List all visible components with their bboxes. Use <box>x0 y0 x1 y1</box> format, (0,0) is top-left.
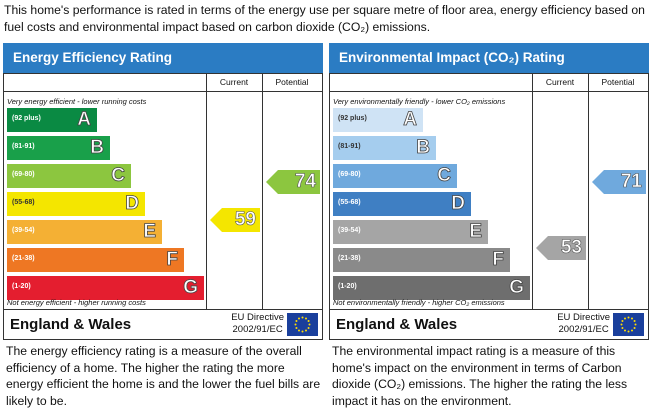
environment-top-caption: Very environmentally friendly - lower CO… <box>333 97 506 106</box>
rating-band-c: (69-80) C <box>333 164 457 188</box>
rating-band-a: (92 plus) A <box>333 108 423 132</box>
energy-footer: England & Wales EU Directive 2002/91/EC <box>3 310 323 340</box>
eu-directive-line1: EU Directive <box>231 312 284 323</box>
environment-current-header: Current <box>545 77 575 87</box>
energy-panel-title: Energy Efficiency Rating <box>3 43 323 73</box>
energy-region-label: England & Wales <box>10 316 132 333</box>
energy-potential-rating-arrow: 74 <box>266 170 320 194</box>
environment-footer: England & Wales EU Directive 2002/91/EC <box>329 310 649 340</box>
band-letter: B <box>416 137 431 159</box>
band-letter: D <box>125 193 140 215</box>
eu-directive-line2: 2002/91/EC <box>232 324 283 335</box>
band-range-label: (39-54) <box>338 227 361 234</box>
band-range-label: (21-38) <box>12 255 35 262</box>
eu-directive-line1: EU Directive <box>557 312 610 323</box>
environment-eu-directive: EU Directive 2002/91/EC <box>557 312 610 336</box>
band-letter: E <box>143 221 156 243</box>
environment-potential-header: Potential <box>601 77 635 87</box>
band-range-label: (39-54) <box>12 227 35 234</box>
rating-band-d: (55-68) D <box>333 192 471 216</box>
energy-efficiency-panel: Energy Efficiency Rating Current Potenti… <box>3 43 323 340</box>
eu-directive-line2: 2002/91/EC <box>558 324 609 335</box>
eu-flag-icon <box>287 313 318 336</box>
rating-band-e: (39-54) E <box>7 220 162 244</box>
rating-band-c: (69-80) C <box>7 164 131 188</box>
band-letter: G <box>509 277 525 299</box>
band-range-label: (69-80) <box>338 171 361 178</box>
band-range-label: (55-68) <box>12 199 35 206</box>
band-range-label: (69-80) <box>12 171 35 178</box>
band-letter: A <box>77 109 92 131</box>
band-range-label: (1-20) <box>338 283 357 290</box>
environment-description: The environmental impact rating is a mea… <box>332 344 628 408</box>
energy-top-caption: Very energy efficient - lower running co… <box>7 97 147 106</box>
band-range-label: (55-68) <box>338 199 361 206</box>
band-letter: C <box>111 165 126 187</box>
environmental-impact-panel: Environmental Impact (CO₂) Rating Curren… <box>329 43 649 340</box>
rating-band-d: (55-68) D <box>7 192 145 216</box>
rating-band-f: (21-38) F <box>333 248 510 272</box>
band-range-label: (81-91) <box>12 143 35 150</box>
band-letter: F <box>166 249 178 271</box>
rating-band-b: (81-91) B <box>333 136 436 160</box>
band-letter: C <box>437 165 452 187</box>
energy-current-rating-arrow: 59 <box>210 208 260 232</box>
band-letter: D <box>451 193 466 215</box>
band-letter: G <box>183 277 199 299</box>
environment-region-label: England & Wales <box>336 316 458 333</box>
eu-flag-icon <box>613 313 644 336</box>
band-letter: F <box>492 249 504 271</box>
intro-text: This home's performance is rated in term… <box>4 3 645 34</box>
band-letter: B <box>90 137 105 159</box>
band-range-label: (1-20) <box>12 283 31 290</box>
band-range-label: (21-38) <box>338 255 361 262</box>
energy-current-header: Current <box>219 77 249 87</box>
environment-panel-title: Environmental Impact (CO₂) Rating <box>329 43 649 73</box>
energy-potential-header: Potential <box>275 77 309 87</box>
rating-band-e: (39-54) E <box>333 220 488 244</box>
potential-rating-value: 74 <box>294 171 317 193</box>
band-range-label: (81-91) <box>338 143 361 150</box>
rating-band-g: (1-20) G <box>333 276 530 300</box>
band-range-label: (92 plus) <box>338 115 367 122</box>
environment-chart-frame: Current Potential Very environmentally f… <box>329 73 649 310</box>
rating-band-a: (92 plus) A <box>7 108 97 132</box>
environment-potential-rating-arrow: 71 <box>592 170 646 194</box>
band-letter: E <box>469 221 482 243</box>
environment-bottom-caption: Not environmentally friendly - higher CO… <box>333 298 505 307</box>
rating-band-b: (81-91) B <box>7 136 110 160</box>
band-letter: A <box>403 109 418 131</box>
rating-band-f: (21-38) F <box>7 248 184 272</box>
potential-rating-value: 71 <box>620 171 643 193</box>
rating-band-g: (1-20) G <box>7 276 204 300</box>
current-rating-value: 59 <box>234 209 257 231</box>
energy-description: The energy efficiency rating is a measur… <box>6 344 321 408</box>
current-rating-value: 53 <box>560 237 583 259</box>
energy-bottom-caption: Not energy efficient - higher running co… <box>7 298 146 307</box>
environment-current-rating-arrow: 53 <box>536 236 586 260</box>
energy-eu-directive: EU Directive 2002/91/EC <box>231 312 284 336</box>
energy-chart-frame: Current Potential Very energy efficient … <box>3 73 323 310</box>
band-range-label: (92 plus) <box>12 115 41 122</box>
